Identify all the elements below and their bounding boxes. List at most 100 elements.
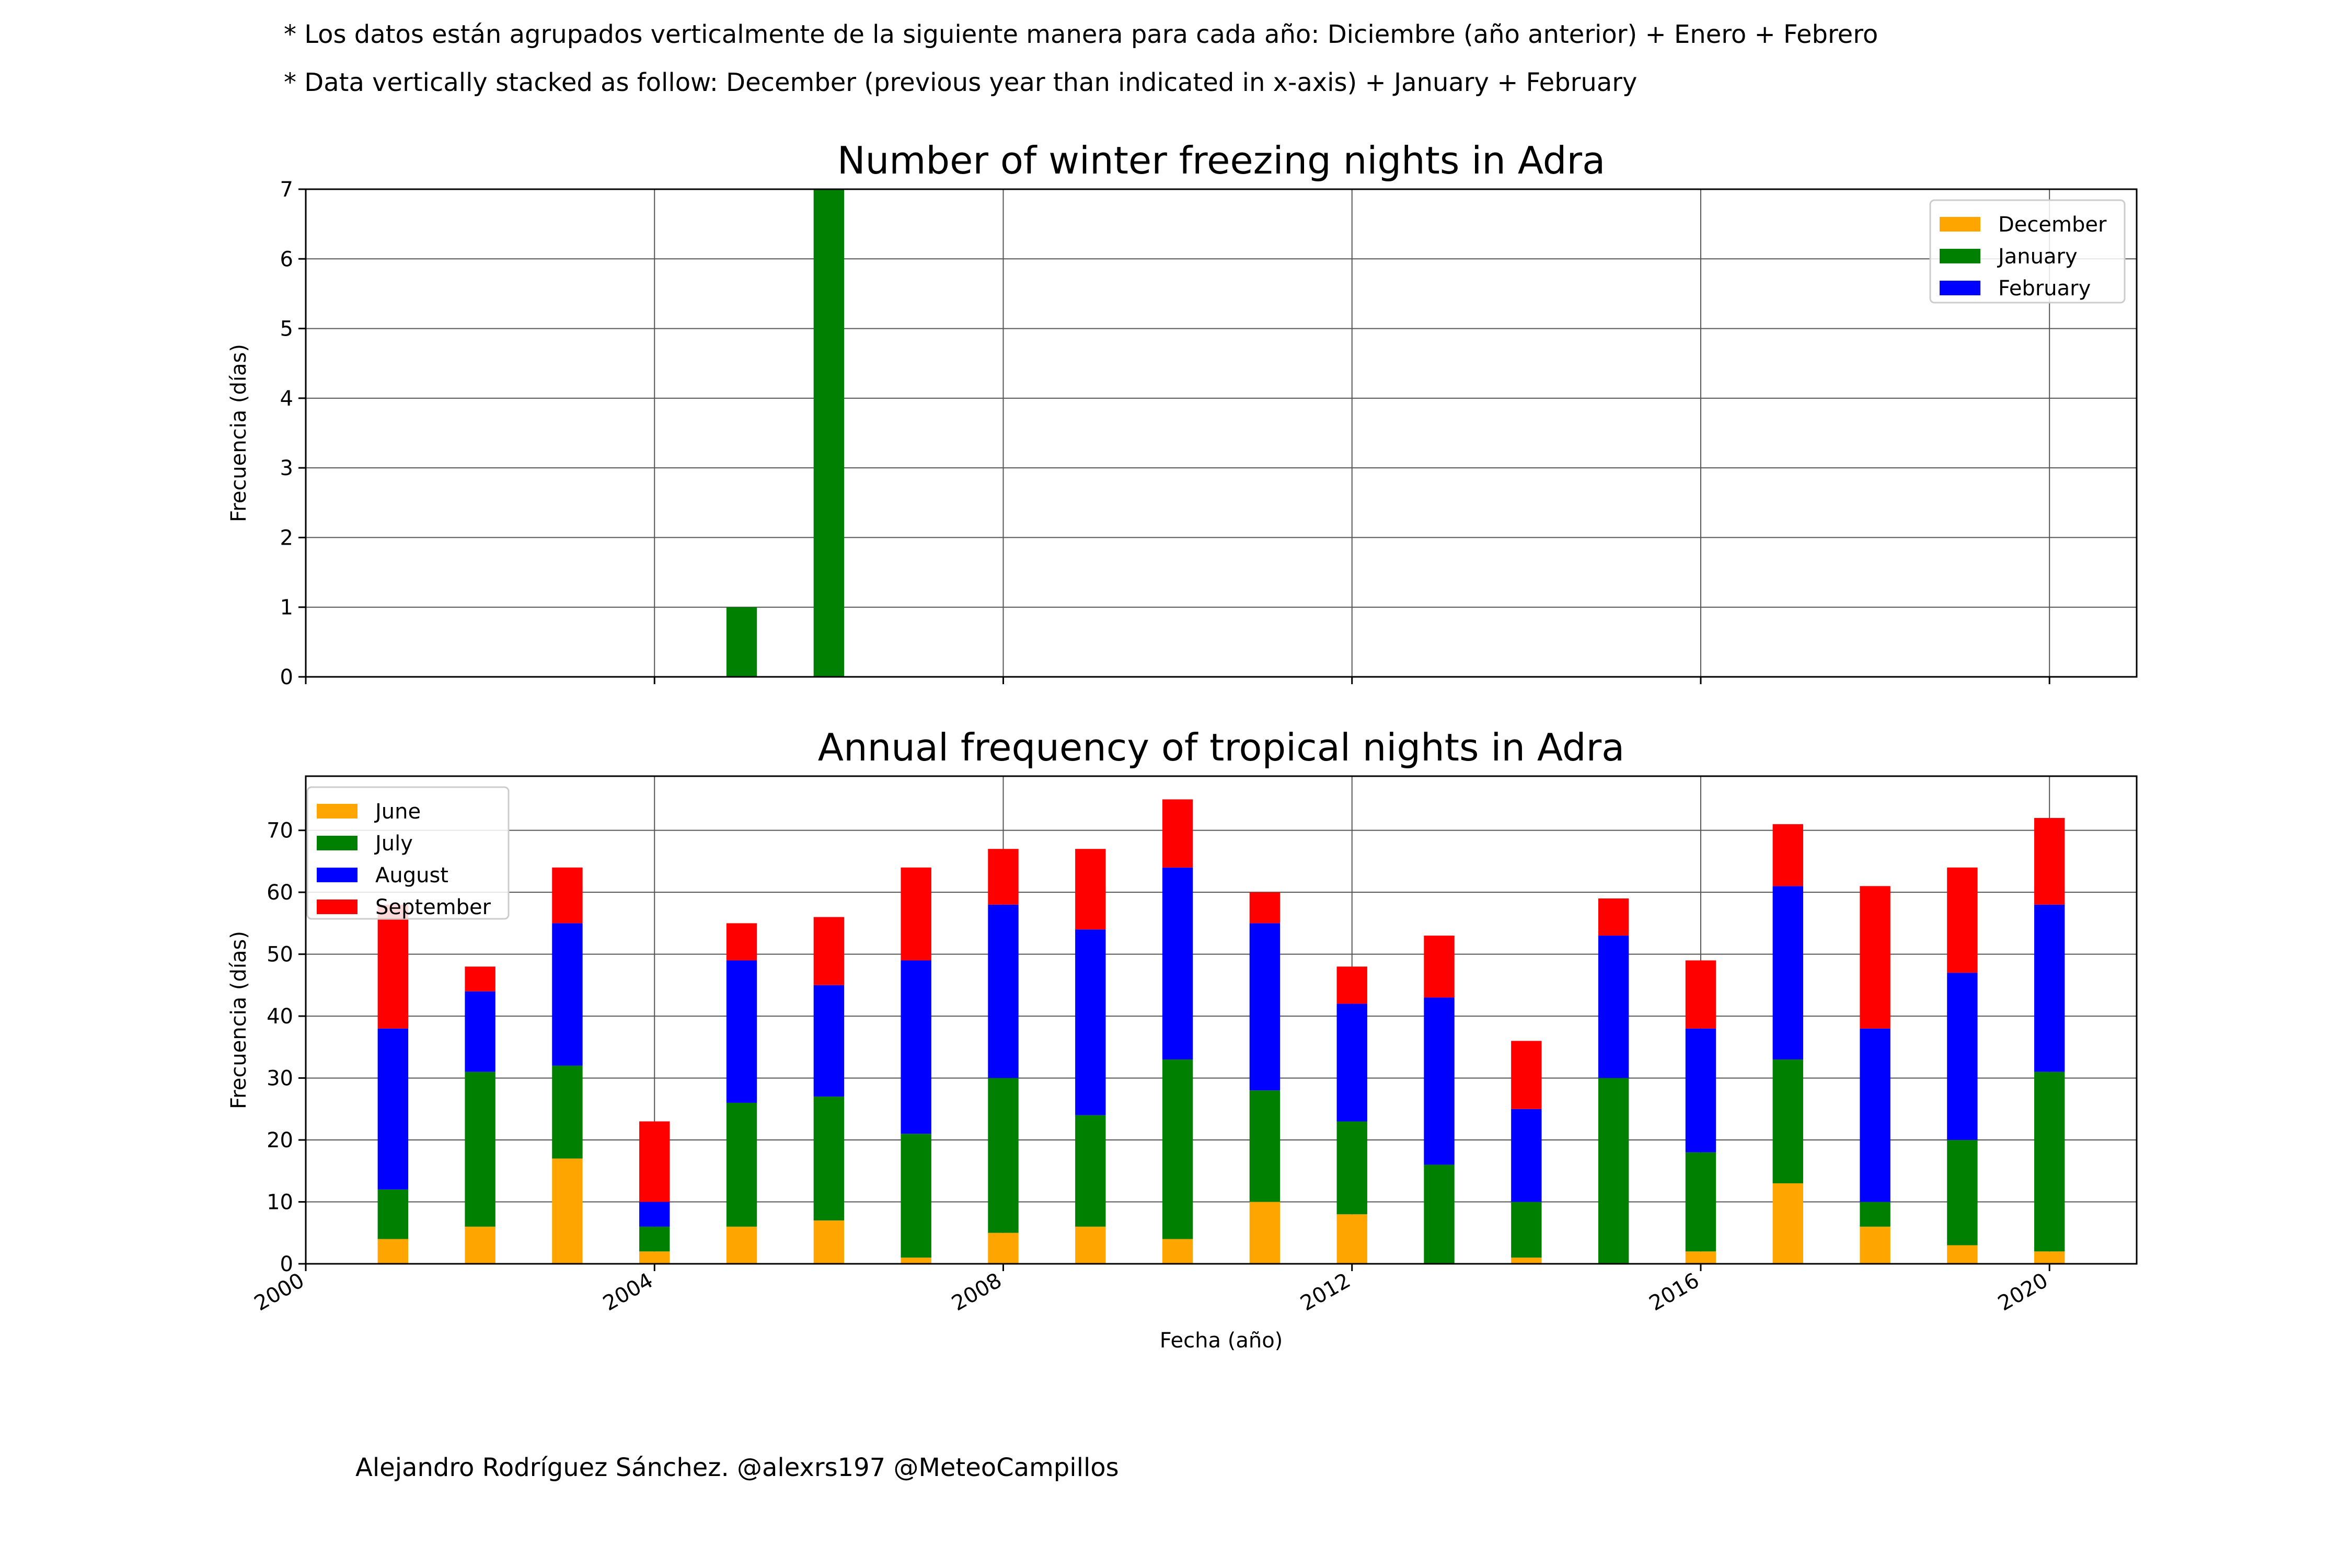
bar-june-2001 <box>377 1239 409 1264</box>
y-tick-label: 60 <box>267 881 293 905</box>
bar-september-2018 <box>1860 886 1890 1029</box>
bar-june-2003 <box>552 1158 583 1264</box>
bar-september-2001 <box>377 904 409 1029</box>
bar-august-2009 <box>1075 929 1106 1115</box>
y-tick-label: 5 <box>280 317 293 341</box>
bar-january-2005 <box>726 607 757 677</box>
y-tick-label: 1 <box>280 596 293 620</box>
bar-july-2018 <box>1860 1202 1890 1227</box>
bar-august-2020 <box>2034 904 2065 1072</box>
bar-july-2019 <box>1947 1140 1978 1246</box>
bar-august-2019 <box>1947 973 1978 1140</box>
chart-title: Number of winter freezing nights in Adra <box>837 139 1605 182</box>
bar-july-2007 <box>901 1134 931 1258</box>
x-tick-label: 2016 <box>1645 1269 1703 1316</box>
bar-september-2015 <box>1598 898 1629 936</box>
legend: June July August September <box>306 786 510 920</box>
bar-july-2016 <box>1685 1152 1716 1252</box>
bar-september-2010 <box>1162 799 1193 868</box>
bar-june-2002 <box>465 1226 495 1264</box>
bar-september-2006 <box>813 917 845 985</box>
bar-august-2008 <box>988 904 1019 1078</box>
bar-august-2013 <box>1424 997 1455 1165</box>
y-tick-label: 50 <box>267 943 293 967</box>
legend-label-august: August <box>375 863 448 887</box>
bar-august-2018 <box>1860 1028 1890 1202</box>
chart-tropical: Annual frequency of tropical nights in A… <box>227 725 2138 1353</box>
bar-january-2006 <box>813 189 845 677</box>
author-credit: Alejandro Rodríguez Sánchez. @alexrs197 … <box>355 1453 1119 1482</box>
y-tick-label: 40 <box>267 1005 293 1029</box>
bar-july-2002 <box>465 1071 495 1227</box>
bar-august-2006 <box>813 985 845 1097</box>
bar-july-2012 <box>1336 1121 1367 1215</box>
y-tick-label: 30 <box>267 1067 293 1091</box>
bar-june-2008 <box>988 1232 1019 1264</box>
bar-august-2010 <box>1162 867 1193 1060</box>
y-tick-label: 10 <box>267 1191 293 1215</box>
y-tick-label: 7 <box>280 178 293 202</box>
bar-september-2008 <box>988 849 1019 905</box>
bar-june-2020 <box>2034 1251 2065 1264</box>
y-axis-label: Frecuencia (días) <box>227 931 251 1109</box>
plot-frame <box>305 775 2138 1265</box>
bar-august-2015 <box>1598 936 1629 1078</box>
bar-september-2016 <box>1685 960 1716 1029</box>
bar-september-2017 <box>1772 824 1803 886</box>
bar-july-2014 <box>1511 1202 1542 1258</box>
bar-september-2013 <box>1424 936 1455 998</box>
bar-july-2004 <box>639 1226 670 1252</box>
legend-swatch-february <box>1940 281 1980 295</box>
bar-september-2019 <box>1947 867 1978 973</box>
note-english: * Data vertically stacked as follow: Dec… <box>284 68 1638 97</box>
y-tick-label: 0 <box>280 665 293 689</box>
bar-june-2014 <box>1511 1258 1542 1264</box>
y-axis-label: Frecuencia (días) <box>227 344 251 522</box>
y-tick-label: 20 <box>267 1128 293 1152</box>
x-axis-label: Fecha (año) <box>1160 1329 1283 1353</box>
bar-september-2002 <box>465 966 495 991</box>
bar-august-2017 <box>1772 886 1803 1060</box>
bar-august-2011 <box>1249 923 1281 1091</box>
bar-september-2005 <box>726 923 757 961</box>
bar-september-2009 <box>1075 849 1106 930</box>
x-tick-label: 2000 <box>250 1269 308 1316</box>
legend: December January February <box>1929 199 2126 304</box>
bar-august-2014 <box>1511 1109 1542 1202</box>
x-tick-label: 2012 <box>1297 1269 1355 1316</box>
y-tick-label: 2 <box>280 526 293 550</box>
bar-july-2020 <box>2034 1071 2065 1252</box>
bar-june-2009 <box>1075 1226 1106 1264</box>
legend-swatch-july <box>317 836 358 850</box>
bar-june-2011 <box>1249 1202 1281 1264</box>
bar-july-2008 <box>988 1078 1019 1233</box>
bar-september-2014 <box>1511 1041 1542 1109</box>
bar-july-2003 <box>552 1065 583 1159</box>
bar-august-2016 <box>1685 1028 1716 1152</box>
bar-june-2017 <box>1772 1183 1803 1264</box>
legend-swatch-january <box>1940 249 1980 263</box>
x-tick-label: 2020 <box>1994 1269 2052 1316</box>
legend-label-september: September <box>375 895 491 919</box>
x-tick-label: 2008 <box>948 1269 1006 1316</box>
bar-june-2018 <box>1860 1226 1890 1264</box>
bar-june-2016 <box>1685 1251 1716 1264</box>
bar-july-2011 <box>1249 1090 1281 1202</box>
bar-july-2010 <box>1162 1059 1193 1239</box>
bar-august-2003 <box>552 923 583 1066</box>
bar-june-2006 <box>813 1220 845 1264</box>
bar-july-2017 <box>1772 1059 1803 1183</box>
legend-swatch-september <box>317 900 358 914</box>
legend-box <box>306 786 510 920</box>
bar-september-2011 <box>1249 892 1281 924</box>
x-tick-label: 2004 <box>599 1269 657 1316</box>
bar-june-2019 <box>1947 1245 1978 1264</box>
bar-july-2005 <box>726 1102 757 1227</box>
legend-label-february: February <box>1998 276 2091 301</box>
plot-frame <box>305 188 2138 678</box>
bar-june-2007 <box>901 1258 931 1264</box>
legend-swatch-december <box>1940 217 1980 232</box>
bar-june-2005 <box>726 1226 757 1264</box>
bar-june-2010 <box>1162 1239 1193 1264</box>
